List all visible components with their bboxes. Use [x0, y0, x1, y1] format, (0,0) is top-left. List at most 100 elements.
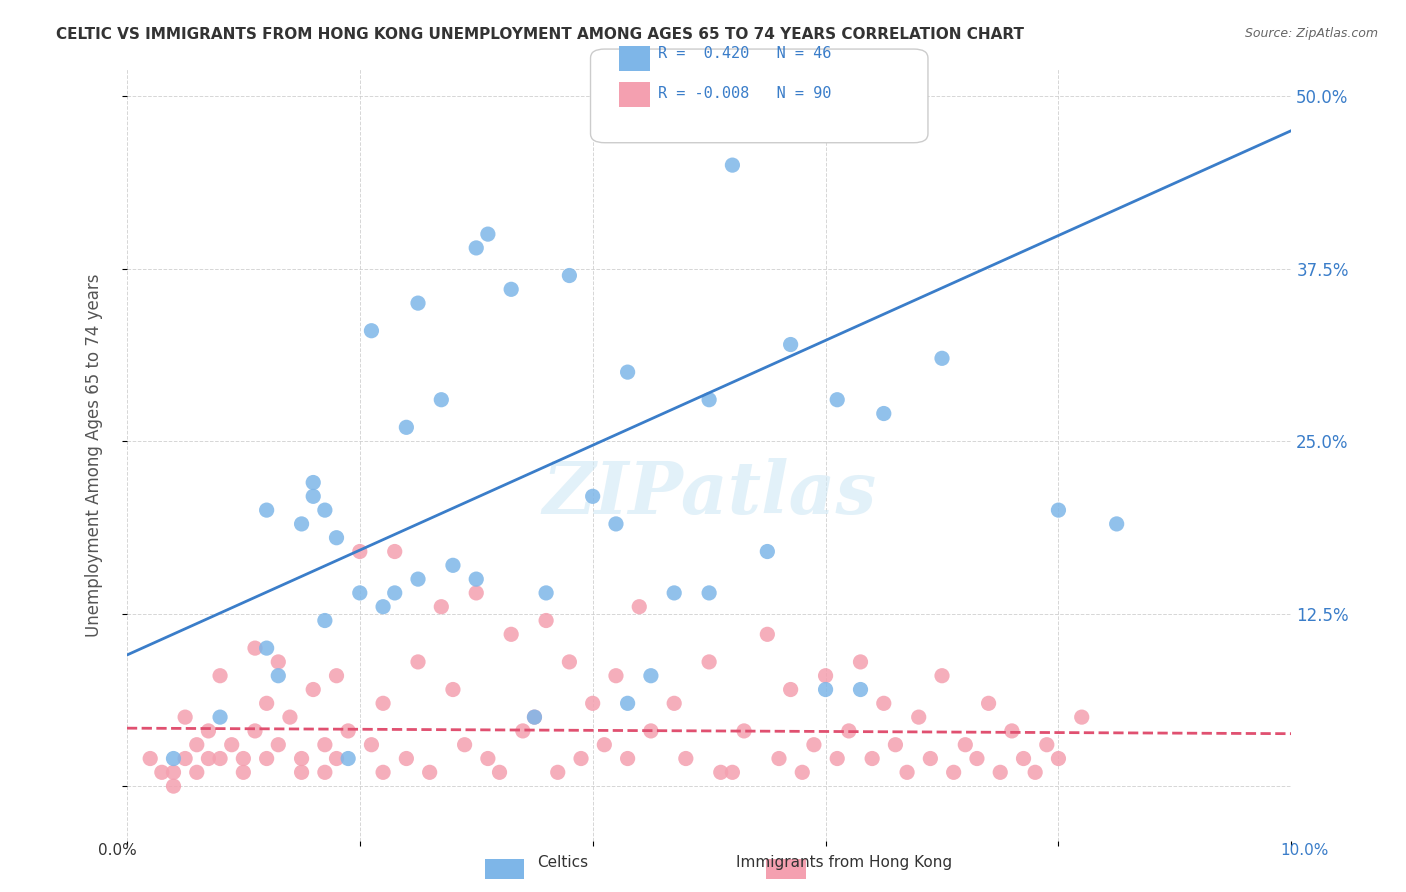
Point [523, 710, 546, 724]
Point [465, 572, 488, 586]
Point [453, 738, 475, 752]
Point [325, 669, 347, 683]
Point [942, 765, 965, 780]
Point [243, 641, 266, 656]
Point [1024, 765, 1046, 780]
Point [488, 765, 510, 780]
Point [256, 503, 278, 517]
Point [873, 696, 896, 710]
Point [1047, 503, 1070, 517]
Point [174, 710, 197, 724]
Point [664, 696, 686, 710]
Point [162, 751, 184, 765]
Point [697, 392, 720, 407]
Point [371, 696, 394, 710]
Point [1036, 738, 1059, 752]
Point [150, 765, 173, 780]
Point [814, 682, 837, 697]
Point [558, 268, 581, 283]
Point [395, 751, 418, 765]
Point [395, 420, 418, 434]
Point [314, 614, 336, 628]
Point [814, 669, 837, 683]
Point [931, 351, 953, 366]
Point [290, 751, 312, 765]
Point [803, 738, 825, 752]
Point [1001, 723, 1024, 738]
Point [477, 751, 499, 765]
Point [302, 475, 325, 490]
Point [256, 696, 278, 710]
Point [406, 655, 429, 669]
Point [721, 158, 744, 172]
Point [384, 544, 406, 558]
Point [256, 751, 278, 765]
Point [920, 751, 942, 765]
Point [314, 503, 336, 517]
Point [186, 738, 208, 752]
Point [209, 669, 232, 683]
Point [605, 669, 627, 683]
Point [628, 599, 651, 614]
Point [582, 696, 605, 710]
Point [232, 765, 254, 780]
Point [697, 655, 720, 669]
Point [710, 765, 733, 780]
Point [302, 682, 325, 697]
Text: R = -0.008   N = 90: R = -0.008 N = 90 [658, 87, 831, 101]
Point [267, 738, 290, 752]
Point [849, 682, 872, 697]
Point [267, 669, 290, 683]
Point [605, 516, 627, 531]
Point [756, 627, 779, 641]
Point [733, 723, 755, 738]
Point [675, 751, 697, 765]
Point [955, 738, 977, 752]
Point [849, 655, 872, 669]
Point [501, 282, 523, 296]
Point [873, 407, 896, 421]
Point [616, 751, 638, 765]
Point [174, 751, 197, 765]
Point [697, 586, 720, 600]
Point [441, 558, 464, 573]
Text: Source: ZipAtlas.com: Source: ZipAtlas.com [1244, 27, 1378, 40]
Point [593, 738, 616, 752]
Point [441, 682, 464, 697]
Point [337, 723, 360, 738]
Point [465, 586, 488, 600]
Point [640, 669, 662, 683]
Point [325, 531, 347, 545]
Point [371, 765, 394, 780]
Point [825, 392, 848, 407]
Point [197, 751, 219, 765]
Point [325, 751, 347, 765]
Point [197, 723, 219, 738]
Text: CELTIC VS IMMIGRANTS FROM HONG KONG UNEMPLOYMENT AMONG AGES 65 TO 74 YEARS CORRE: CELTIC VS IMMIGRANTS FROM HONG KONG UNEM… [56, 27, 1024, 42]
Point [860, 751, 883, 765]
Point [419, 765, 441, 780]
Point [337, 751, 360, 765]
Point [209, 751, 232, 765]
Point [534, 614, 557, 628]
Point [616, 696, 638, 710]
Point [896, 765, 918, 780]
Point [406, 296, 429, 310]
Point [360, 738, 382, 752]
Point [384, 586, 406, 600]
Point [931, 669, 953, 683]
Point [139, 751, 162, 765]
Text: Immigrants from Hong Kong: Immigrants from Hong Kong [735, 855, 952, 870]
Point [988, 765, 1011, 780]
Point [290, 516, 312, 531]
Point [523, 710, 546, 724]
Point [267, 655, 290, 669]
Point [721, 765, 744, 780]
Point [501, 627, 523, 641]
Point [779, 337, 801, 351]
Point [290, 765, 312, 780]
Point [569, 751, 592, 765]
Point [186, 765, 208, 780]
Text: Celtics: Celtics [537, 855, 588, 870]
Point [884, 738, 907, 752]
